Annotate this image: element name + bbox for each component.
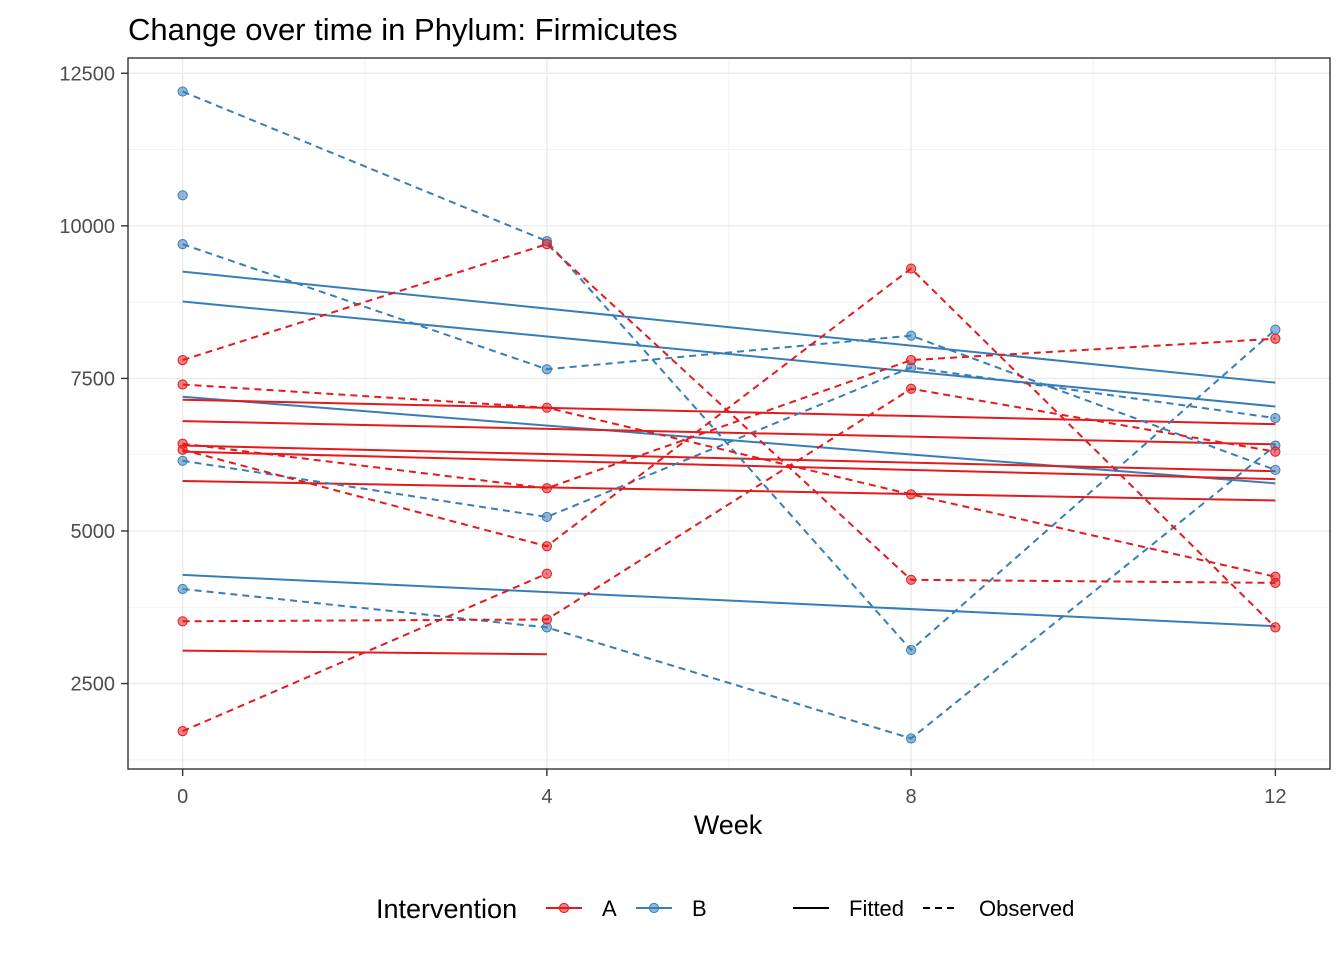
y-tick-label: 7500	[71, 368, 116, 390]
data-point-b	[906, 733, 917, 744]
data-point-b	[906, 644, 917, 656]
observed-line-a-9	[182, 267, 1277, 629]
data-point-a	[906, 354, 917, 366]
observed-line-b-3	[182, 366, 1276, 518]
chart-title: Change over time in Phylum: Firmicutes	[128, 12, 678, 47]
data-point-a	[177, 726, 188, 737]
grid-lines	[128, 58, 1330, 769]
observed-line-a-7	[182, 383, 1276, 578]
data-point-b	[1270, 412, 1281, 424]
legend-label: A	[602, 896, 617, 921]
observed-line-b-4	[182, 444, 1276, 740]
data-point-a	[177, 379, 188, 390]
observed-line-a-10	[182, 387, 1276, 623]
data-point-b	[1270, 324, 1281, 335]
legend-label: B	[692, 896, 707, 921]
x-tick-label: 12	[1264, 786, 1286, 808]
legend-label: Observed	[979, 896, 1074, 921]
x-tick-label: 0	[177, 786, 188, 808]
fitted-line-a-8	[182, 450, 1276, 481]
data-point-b	[177, 86, 188, 97]
y-tick-label: 12500	[59, 63, 115, 85]
data-point-b	[177, 239, 188, 250]
observed-lines	[182, 90, 1277, 740]
observed-line-a-6	[182, 243, 1276, 584]
fitted-line-a-6	[182, 420, 1276, 446]
data-point-b	[177, 190, 188, 201]
x-axis-title: Week	[694, 810, 763, 840]
fitted-line-b-4	[182, 573, 1276, 628]
observed-line-a-11	[182, 572, 548, 733]
y-tick-label: 5000	[71, 521, 116, 543]
fitted-line-b-2	[182, 300, 1276, 408]
observed-line-b-1	[182, 90, 1277, 652]
observed-line-a-8	[182, 337, 1276, 490]
fitted-line-b-1	[182, 270, 1276, 384]
data-point-a	[906, 489, 917, 500]
x-tick-label: 4	[541, 786, 552, 808]
plot-panel	[127, 57, 1331, 770]
data-point-a	[906, 574, 917, 585]
legend-key-point	[558, 902, 570, 914]
data-point-a	[541, 541, 552, 552]
y-tick-label: 10000	[59, 216, 115, 238]
data-point-a	[1270, 446, 1281, 457]
data-point-a	[1270, 571, 1281, 582]
x-tick-label: 8	[906, 786, 917, 808]
observed-line-b-2	[182, 243, 1276, 471]
legend: Intervention A B Fitted Observed	[376, 894, 1074, 924]
data-point-a	[541, 483, 552, 494]
fitted-line-a-7	[182, 444, 1276, 473]
legend-label: Fitted	[849, 896, 904, 921]
data-point-b	[541, 364, 552, 375]
legend-title: Intervention	[376, 894, 517, 924]
data-point-a	[541, 239, 552, 250]
data-point-b	[177, 455, 188, 466]
data-point-b	[1270, 464, 1281, 476]
data-point-b	[177, 583, 188, 595]
data-point-a	[541, 568, 552, 579]
observed-points	[177, 86, 1281, 744]
data-point-a	[541, 614, 552, 625]
data-point-a	[906, 383, 917, 394]
data-point-a	[906, 263, 917, 274]
data-point-a	[177, 354, 188, 366]
data-point-a	[541, 402, 552, 413]
data-point-a	[177, 616, 188, 627]
data-point-a	[1270, 622, 1281, 633]
y-tick-label: 2500	[71, 674, 116, 696]
axes: 2500 5000 7500 10000 12500 0 4 8 12	[59, 63, 1286, 808]
legend-key-point	[648, 902, 660, 914]
data-point-b	[906, 330, 917, 341]
fitted-line-a-9	[182, 479, 1276, 502]
data-point-a	[1270, 333, 1281, 344]
data-point-a	[177, 444, 188, 455]
data-point-b	[541, 511, 552, 523]
fitted-line-b-3	[182, 395, 1276, 485]
